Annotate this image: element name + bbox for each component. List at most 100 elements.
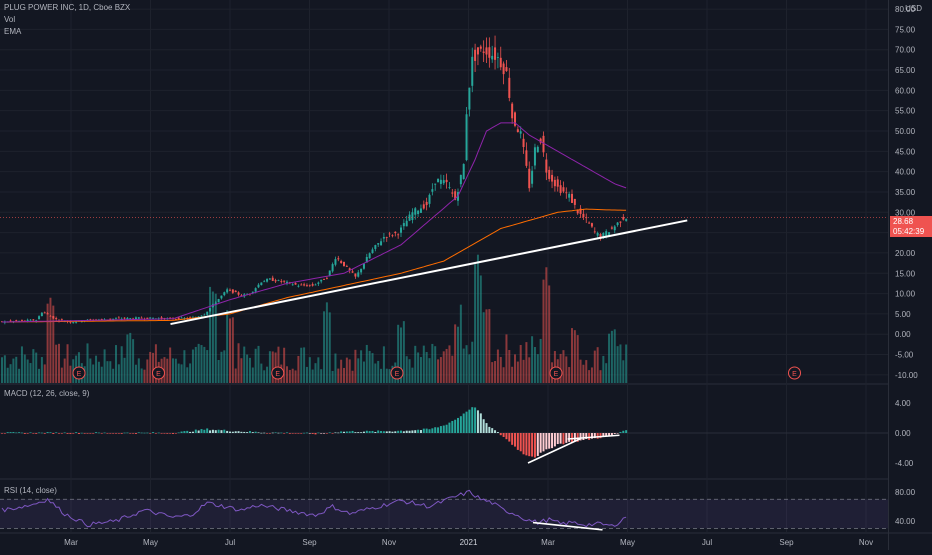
volume-bar xyxy=(545,267,548,383)
candle-body xyxy=(308,284,311,286)
candle-body xyxy=(217,298,220,303)
candle-body xyxy=(502,63,505,75)
macd-histogram-bar xyxy=(20,432,23,434)
macd-histogram-bar xyxy=(251,432,254,433)
volume-bar xyxy=(508,349,511,383)
volume-bar xyxy=(499,356,502,383)
volume-bar xyxy=(23,354,26,383)
volume-bar xyxy=(471,341,474,383)
candle-body xyxy=(608,232,611,236)
volume-bar xyxy=(308,357,311,383)
candle-body xyxy=(425,201,428,206)
candle-body xyxy=(200,315,203,317)
candle-body xyxy=(109,318,112,320)
macd-histogram-bar xyxy=(58,433,60,434)
currency-label: USD xyxy=(905,4,922,13)
candle-body xyxy=(55,318,58,320)
macd-histogram-bar xyxy=(508,433,511,442)
macd-histogram-bar xyxy=(132,433,135,434)
candle-body xyxy=(43,312,46,314)
macd-histogram-bar xyxy=(311,433,314,434)
macd-histogram-bar xyxy=(400,430,402,433)
macd-histogram-bar xyxy=(365,430,368,433)
volume-bar xyxy=(43,364,46,383)
candle-body xyxy=(343,261,345,267)
volume-bar xyxy=(414,345,417,383)
candle-body xyxy=(388,233,391,235)
macd-histogram-bar xyxy=(522,433,525,455)
candle-body xyxy=(40,312,43,317)
volume-bar xyxy=(149,351,152,383)
macd-histogram-bar xyxy=(237,431,240,433)
volume-bar xyxy=(92,364,95,383)
volume-bar xyxy=(585,360,588,383)
volume-bar xyxy=(12,358,15,383)
candle-body xyxy=(260,282,263,286)
candle-body xyxy=(251,291,254,294)
macd-histogram-bar xyxy=(565,433,568,443)
macd-histogram-bar xyxy=(431,428,434,433)
candle-body xyxy=(254,288,257,292)
candle-body xyxy=(596,232,599,236)
macd-histogram-bar xyxy=(72,433,75,434)
macd-histogram-bar xyxy=(263,432,266,434)
macd-histogram-bar xyxy=(83,433,86,434)
volume-bar xyxy=(496,349,499,383)
volume-bar xyxy=(194,346,197,383)
macd-histogram-bar xyxy=(203,429,206,433)
volume-bar xyxy=(348,359,351,383)
macd-histogram-bar xyxy=(590,433,593,439)
volume-bar xyxy=(596,347,599,383)
volume-bar xyxy=(214,293,217,383)
macd-histogram-bar xyxy=(305,432,308,434)
volume-bar xyxy=(169,347,172,383)
volume-bar xyxy=(106,361,109,383)
candle-body xyxy=(419,208,422,213)
macd-histogram-bar xyxy=(414,430,417,433)
macd-histogram-bar xyxy=(200,429,203,433)
macd-histogram-bar xyxy=(180,431,183,433)
macd-histogram-bar xyxy=(494,430,497,433)
x-tick-label: Mar xyxy=(64,538,78,547)
volume-bar xyxy=(257,345,260,383)
candle-body xyxy=(417,210,420,215)
volume-bar xyxy=(351,370,354,383)
macd-histogram-bar xyxy=(573,433,576,442)
volume-bar xyxy=(305,366,308,383)
volume-bar xyxy=(254,348,257,383)
candle-body xyxy=(325,277,328,279)
macd-histogram-bar xyxy=(545,433,548,450)
candle-body xyxy=(516,129,519,133)
macd-histogram-bar xyxy=(474,407,477,433)
macd-histogram-bar xyxy=(220,430,223,433)
candle-body xyxy=(582,213,585,218)
volume-bar xyxy=(428,358,431,383)
macd-histogram-bar xyxy=(18,432,21,433)
macd-axis-tick-label: 0.00 xyxy=(895,429,911,438)
macd-trendline xyxy=(527,438,581,464)
volume-bar xyxy=(354,349,357,383)
macd-histogram-bar xyxy=(288,433,291,434)
macd-histogram-bar xyxy=(585,433,588,439)
macd-histogram-bar xyxy=(231,431,234,433)
volume-bar xyxy=(474,264,477,383)
candle-body xyxy=(533,147,536,166)
candle-body xyxy=(126,317,129,320)
candle-body xyxy=(622,216,625,220)
volume-bar xyxy=(246,354,249,383)
macd-histogram-bar xyxy=(402,431,405,433)
volume-bar xyxy=(590,367,593,383)
macd-histogram-bar xyxy=(368,431,371,433)
macd-histogram-bar xyxy=(257,432,260,434)
candle-body xyxy=(437,178,440,183)
volume-bar xyxy=(331,370,334,383)
volume-bar xyxy=(103,349,106,383)
volume-bar xyxy=(533,347,536,383)
candle-body xyxy=(117,317,120,319)
volume-bar xyxy=(516,361,519,383)
macd-histogram-bar xyxy=(209,430,212,433)
candle-body xyxy=(391,235,394,237)
macd-histogram-bar xyxy=(260,432,263,434)
volume-bar xyxy=(622,360,625,383)
